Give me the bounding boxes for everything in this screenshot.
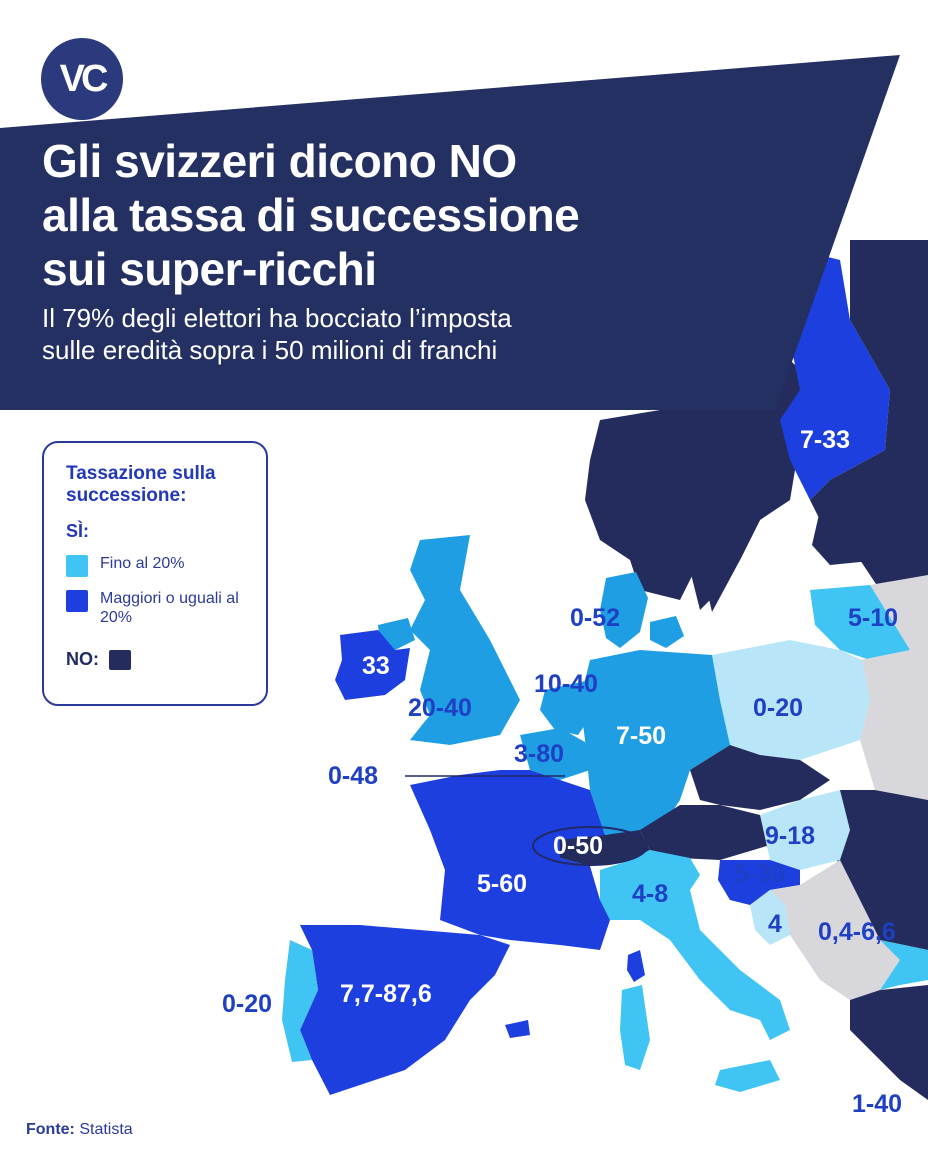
label-denmark: 0-52: [570, 604, 621, 632]
label-france: 5-60: [477, 870, 528, 898]
label-finland: 7-33: [800, 426, 851, 454]
label-netherlands: 10-40: [534, 670, 598, 698]
country-czechia: [690, 745, 830, 810]
subtitle-line: Il 79% degli elettori ha bocciato l’impo…: [42, 303, 512, 333]
legend-title: Tassazione sulla successione:: [66, 463, 216, 506]
label-portugal: 0-20: [222, 990, 273, 1018]
source: Fonte: Statista: [26, 1121, 133, 1139]
title-line: Gli svizzeri dicono NO: [42, 135, 517, 187]
country-italy-sicily: [715, 1060, 780, 1092]
legend-no: NO:: [66, 649, 250, 670]
label-greece: 1-40: [852, 1090, 903, 1118]
legend-no-label: NO:: [66, 649, 99, 669]
legend-swatch-dark: [66, 590, 88, 612]
label-germany: 7-50: [616, 722, 667, 750]
subtitle-line: sulle eredità sopra i 50 milioni di fran…: [42, 335, 498, 365]
label-ireland: 33: [362, 652, 390, 680]
legend-yes-label: SÌ:: [66, 521, 90, 541]
title: Gli svizzeri dicono NO alla tassa di suc…: [42, 134, 822, 296]
legend-swatch-light: [66, 555, 88, 577]
country-bulgaria: [880, 940, 928, 990]
vc-logo: VC: [41, 38, 123, 120]
country-balkans: [770, 860, 900, 1000]
country-corsica: [627, 950, 645, 982]
country-netherlands: [540, 680, 592, 735]
country-portugal: [282, 940, 318, 1062]
label-hungary: 9-18: [765, 822, 816, 850]
country-sweden: [690, 380, 790, 610]
subtitle: Il 79% degli elettori ha bocciato l’impo…: [42, 302, 822, 366]
country-germany: [580, 650, 730, 835]
label-croatia: 5-30: [735, 860, 786, 888]
header: Gli svizzeri dicono NO alla tassa di suc…: [42, 134, 822, 366]
country-united-kingdom: [410, 535, 520, 745]
label-belgium: 3-80: [514, 740, 565, 768]
country-ireland: [335, 630, 410, 700]
title-line: sui super-ricchi: [42, 243, 377, 295]
country-austria: [640, 805, 770, 860]
legend: Tassazione sulla successione: SÌ: Fino a…: [42, 441, 268, 706]
country-spain-islands: [505, 1020, 530, 1038]
title-line: alla tassa di successione: [42, 189, 580, 241]
label-switzerland: 0-50: [553, 832, 604, 860]
legend-swatch-no: [109, 649, 131, 670]
legend-item-label: Fino al 20%: [100, 555, 185, 572]
label-united-kingdom: 20-40: [408, 694, 472, 722]
label-spain: 7,7-87,6: [340, 980, 432, 1008]
country-france: [410, 770, 610, 950]
country-spain: [300, 925, 510, 1095]
label-bulgaria: 0,4-6,6: [818, 918, 896, 946]
country-italy-sardinia: [620, 985, 650, 1070]
source-value: Statista: [79, 1121, 133, 1138]
switzerland-ring: [532, 826, 648, 866]
country-hungary: [760, 790, 850, 870]
country-belarus: [860, 575, 928, 800]
label-bosnia: 4: [768, 910, 782, 938]
label-italy: 4-8: [632, 880, 669, 908]
country-russia-north: [810, 240, 928, 590]
legend-item-label: Maggiori o uguali al 20%: [100, 590, 239, 626]
country-bosnia: [750, 890, 790, 945]
header-band: [0, 55, 900, 410]
country-poland: [712, 640, 870, 760]
legend-item: Fino al 20%: [66, 554, 250, 577]
country-greece: [850, 985, 928, 1100]
legend-item: Maggiori o uguali al 20%: [66, 589, 250, 627]
country-estonia: [812, 500, 900, 565]
label-lithuania: 5-10: [848, 604, 899, 632]
label-poland: 0-20: [753, 694, 804, 722]
country-croatia: [718, 860, 800, 905]
label-luxembourg: 0-48: [328, 762, 379, 790]
source-label: Fonte:: [26, 1121, 75, 1138]
country-switzerland: [560, 830, 650, 866]
country-belgium: [520, 728, 590, 780]
country-italy: [600, 850, 790, 1040]
country-denmark-islands: [650, 616, 684, 648]
country-denmark: [600, 572, 648, 648]
